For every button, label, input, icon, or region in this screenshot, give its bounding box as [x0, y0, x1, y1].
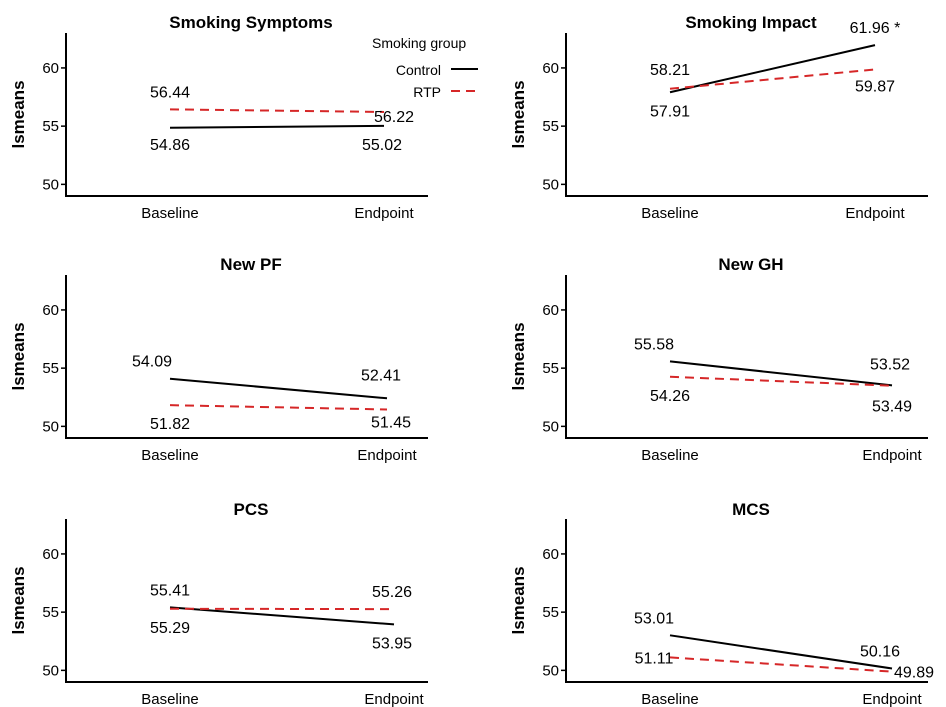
y-tick-label: 50 [542, 418, 559, 435]
x-tick-label: Endpoint [862, 447, 922, 464]
legend-title: Smoking group [372, 35, 466, 51]
series-line-control [669, 634, 893, 670]
panel-title: PCS [234, 500, 269, 519]
y-tick-label: 50 [542, 176, 559, 193]
series-line-rtp [169, 108, 385, 113]
y-tick-label: 50 [42, 418, 59, 435]
legend-label-rtp: RTP [413, 84, 441, 100]
panel-5: 50 55 60 Baseline Endpoint MCS lsmeans 53.01 50.… [509, 500, 934, 707]
panel-2: 50 55 60 Baseline Endpoint New PF lsmeans 54.09… [9, 255, 428, 464]
y-tick-label: 50 [542, 662, 559, 679]
data-label-rtp: 54.26 [650, 388, 690, 405]
y-axis-label: lsmeans [509, 322, 528, 390]
y-tick-label: 55 [42, 604, 59, 621]
y-axis-label: lsmeans [9, 322, 28, 390]
data-label-control: 61.96 * [850, 20, 901, 37]
series-line-rtp [669, 68, 876, 90]
data-label-control: 50.16 [860, 643, 900, 660]
x-tick-label: Baseline [141, 691, 199, 707]
panel-0: 50 55 60 Baseline Endpoint Smoking Symptoms ls… [9, 13, 428, 222]
panel-title: Smoking Symptoms [169, 13, 332, 32]
data-label-rtp: 56.44 [150, 84, 190, 101]
series-line-rtp [169, 404, 388, 411]
y-tick-label: 60 [542, 546, 559, 563]
y-tick-label: 60 [42, 302, 59, 319]
panel-1: 50 55 60 Baseline Endpoint Smoking Impact lsme… [509, 13, 928, 222]
data-label-control: 57.91 [650, 103, 690, 120]
data-label-rtp: 59.87 [855, 78, 895, 95]
y-tick-label: 55 [542, 360, 559, 377]
series-line-control [669, 360, 893, 387]
legend-label-control: Control [396, 62, 441, 78]
data-label-rtp: 51.45 [371, 414, 411, 431]
y-tick-label: 60 [542, 60, 559, 77]
data-label-rtp: 49.89 [894, 665, 934, 682]
y-tick-label: 55 [542, 118, 559, 135]
y-axis-label: lsmeans [509, 566, 528, 634]
legend: Smoking group Control RTP [372, 35, 478, 100]
y-tick-label: 50 [42, 662, 59, 679]
data-label-control: 54.09 [132, 354, 172, 371]
x-tick-label: Baseline [641, 691, 699, 707]
series-line-rtp [669, 656, 893, 673]
x-tick-label: Baseline [641, 205, 699, 222]
data-label-control: 53.52 [870, 356, 910, 373]
y-axis-label: lsmeans [509, 80, 528, 148]
data-label-control: 52.41 [361, 367, 401, 384]
data-label-rtp: 51.11 [635, 650, 674, 667]
y-tick-label: 60 [42, 546, 59, 563]
y-axis-label: lsmeans [9, 566, 28, 634]
data-label-control: 55.41 [150, 582, 190, 599]
data-label-control: 55.58 [634, 336, 674, 353]
data-label-rtp: 55.29 [150, 620, 190, 637]
x-tick-label: Endpoint [354, 205, 414, 222]
y-tick-label: 50 [42, 176, 59, 193]
panel-title: New GH [718, 255, 783, 274]
series-line-control [169, 606, 395, 626]
data-label-control: 53.01 [634, 610, 674, 627]
y-axis-label: lsmeans [9, 80, 28, 148]
panel-title: New PF [220, 255, 281, 274]
x-tick-label: Baseline [141, 447, 199, 464]
data-label-rtp: 53.49 [872, 399, 912, 416]
series-line-control [669, 44, 876, 94]
x-tick-label: Baseline [141, 205, 199, 222]
data-label-rtp: 58.21 [650, 62, 690, 79]
x-tick-label: Endpoint [364, 691, 424, 707]
series-line-rtp [669, 375, 893, 387]
data-label-control: 53.95 [372, 635, 412, 652]
data-label-rtp: 51.82 [150, 416, 190, 433]
y-tick-label: 55 [42, 118, 59, 135]
y-tick-label: 60 [42, 60, 59, 77]
series-line-control [169, 124, 385, 129]
x-tick-label: Endpoint [845, 205, 905, 222]
y-tick-label: 60 [542, 302, 559, 319]
series-line-control [169, 377, 388, 400]
panel-title: Smoking Impact [685, 13, 817, 32]
data-label-rtp: 55.26 [372, 584, 412, 601]
data-label-control: 55.02 [362, 137, 402, 154]
x-tick-label: Endpoint [357, 447, 417, 464]
data-label-rtp: 56.22 [374, 109, 414, 126]
panel-3: 50 55 60 Baseline Endpoint New GH lsmeans 55.58… [509, 255, 928, 464]
y-tick-label: 55 [542, 604, 559, 621]
x-tick-label: Baseline [641, 447, 699, 464]
y-tick-label: 55 [42, 360, 59, 377]
panel-title: MCS [732, 500, 770, 519]
x-tick-label: Endpoint [862, 691, 922, 707]
data-label-control: 54.86 [150, 137, 190, 154]
panel-4: 50 55 60 Baseline Endpoint PCS lsmeans 55.41 53.… [9, 500, 428, 707]
